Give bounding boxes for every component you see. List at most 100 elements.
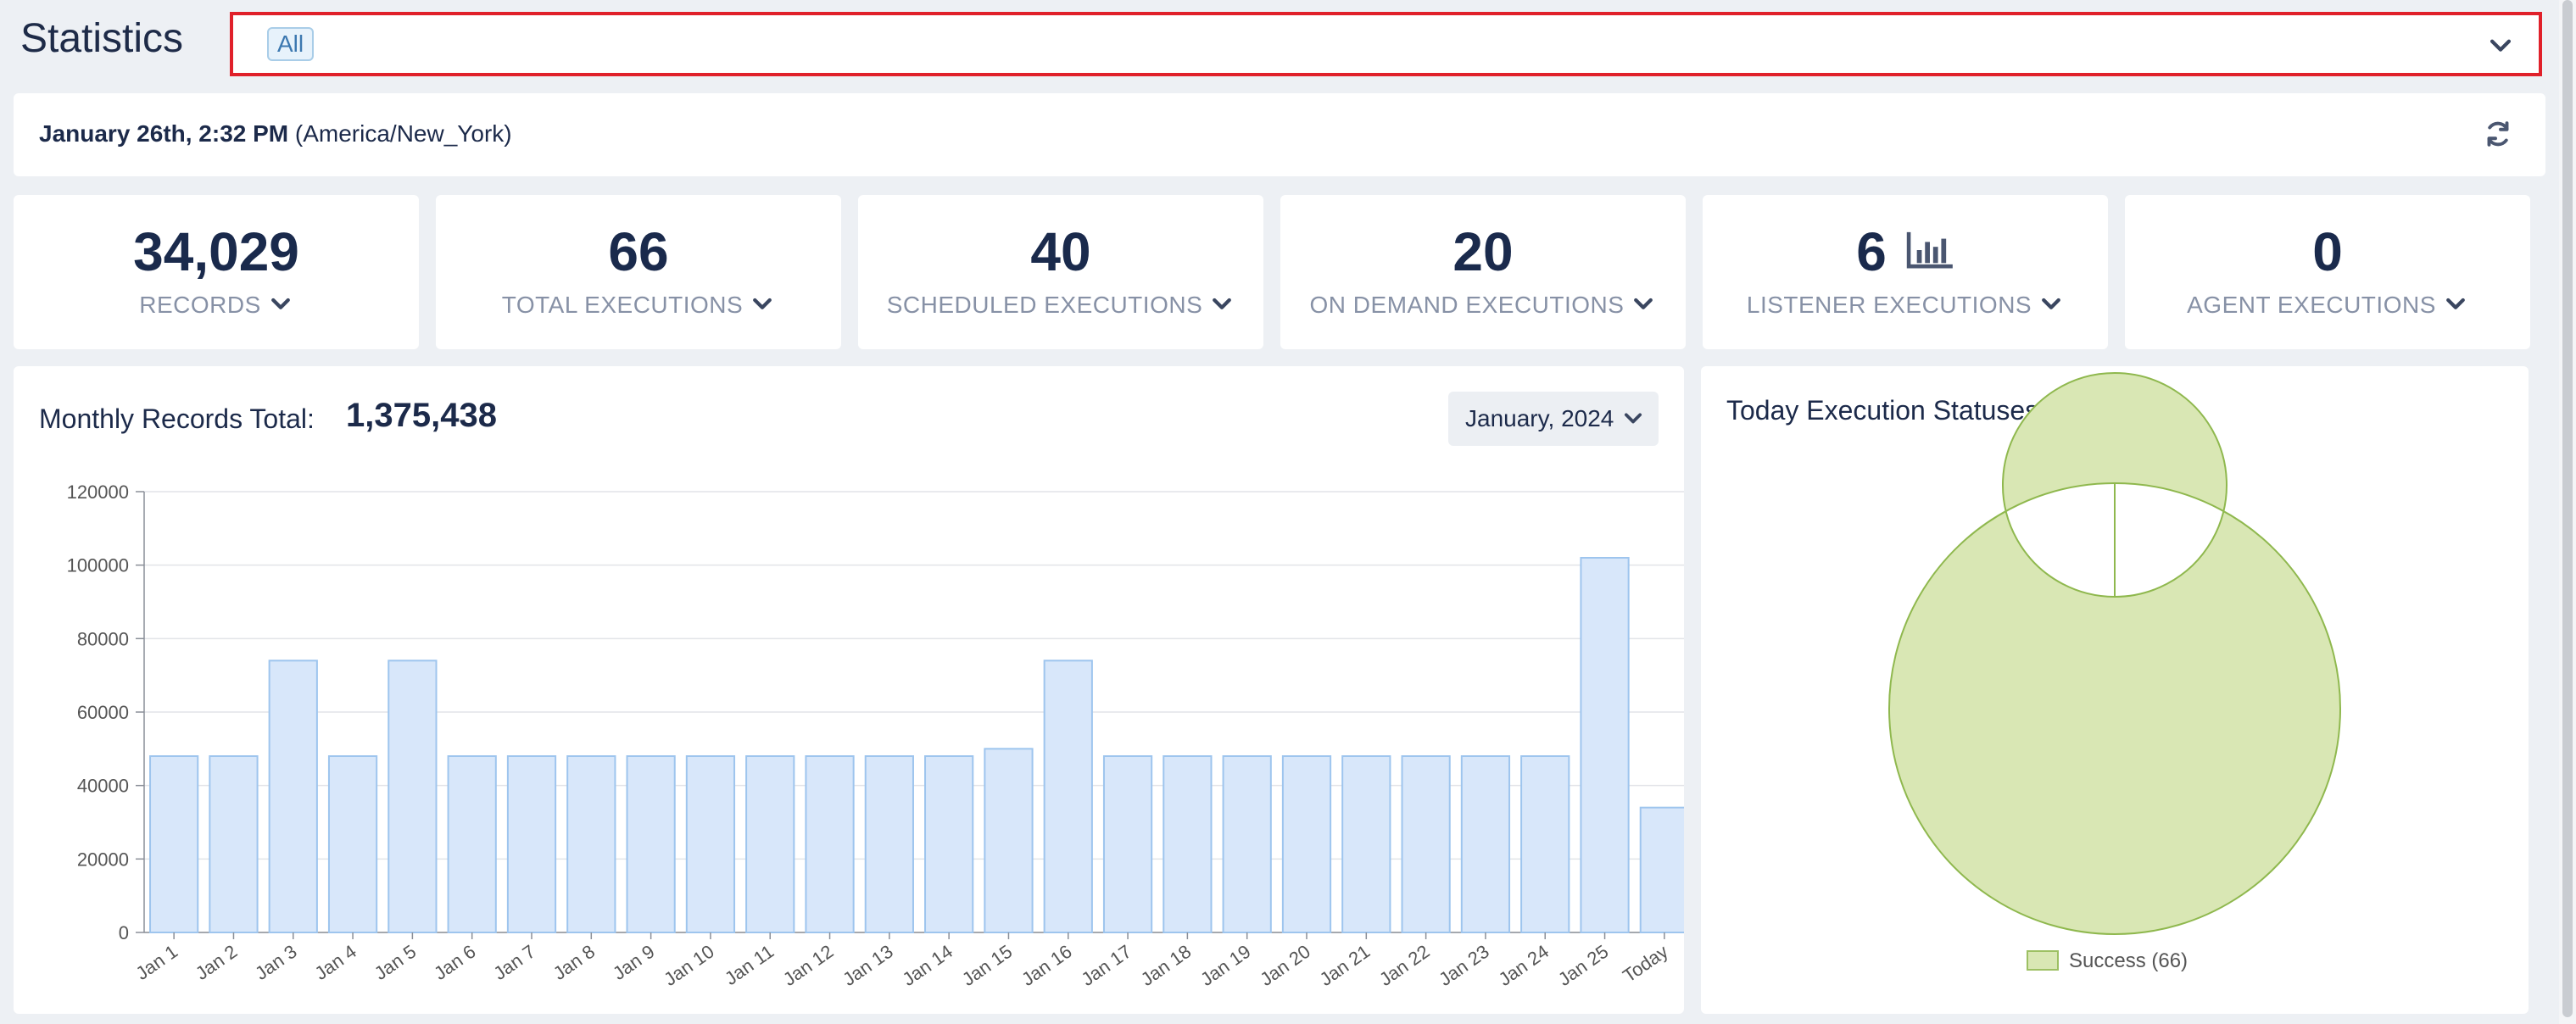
y-tick-label: 40000 <box>77 776 129 797</box>
bar <box>864 755 914 933</box>
x-tick-label: Jan 19 <box>1196 941 1254 990</box>
bar <box>1460 755 1511 933</box>
x-tick-label: Jan 3 <box>251 941 300 984</box>
bar <box>1520 755 1570 933</box>
chevron-down-icon[interactable] <box>2443 292 2468 317</box>
x-tick-label: Jan 12 <box>779 941 837 990</box>
x-tick-label: Jan 8 <box>549 941 599 984</box>
chevron-down-icon[interactable] <box>2486 31 2515 59</box>
stat-label-text: RECORDS <box>139 292 261 318</box>
bar <box>1580 557 1630 933</box>
stat-value: 0 <box>2312 221 2343 282</box>
x-tick-label: Jan 4 <box>311 941 360 984</box>
x-tick-label: Jan 20 <box>1256 941 1313 990</box>
x-tick-label: Jan 18 <box>1137 941 1195 990</box>
bar <box>1639 806 1684 934</box>
bar <box>1222 755 1272 933</box>
bar <box>626 755 676 933</box>
stat-value: 6 <box>1703 220 2108 283</box>
chevron-down-icon[interactable] <box>1621 407 1645 431</box>
vertical-scrollbar[interactable] <box>2559 0 2576 1024</box>
stat-card-listener-executions[interactable]: 6 LISTENER EXECUTIONS <box>1703 195 2108 349</box>
bar <box>209 755 259 933</box>
x-tick-label: Jan 17 <box>1077 941 1135 990</box>
bar <box>268 659 318 933</box>
stat-card-on-demand-executions[interactable]: 20 ON DEMAND EXECUTIONS <box>1280 195 1686 349</box>
y-tick-label: 20000 <box>77 849 129 870</box>
legend-label: Success (66) <box>2069 949 2188 972</box>
scrollbar-thumb[interactable] <box>2562 0 2573 1017</box>
chart-title: Monthly Records Total: <box>39 403 315 434</box>
chevron-down-icon[interactable] <box>268 292 293 317</box>
today-statuses-panel: Today Execution Statuses Success (66) <box>1701 366 2529 1014</box>
donut-legend[interactable]: Success (66) <box>2027 949 2188 973</box>
bar-chart-icon[interactable] <box>1905 231 1954 270</box>
date-time-bold: January 26th, 2:32 PM <box>39 120 289 147</box>
x-tick-label: Jan 2 <box>192 941 241 984</box>
chevron-down-icon[interactable] <box>1209 292 1235 317</box>
x-tick-label: Jan 10 <box>660 941 717 990</box>
chevron-down-icon[interactable] <box>750 292 775 317</box>
bar <box>1401 755 1451 933</box>
chevron-down-icon[interactable] <box>2038 292 2064 317</box>
stat-card-agent-executions[interactable]: 0 AGENT EXECUTIONS <box>2125 195 2530 349</box>
x-tick-label: Jan 16 <box>1018 941 1075 990</box>
month-select[interactable]: January, 2024 <box>1448 392 1659 446</box>
bar <box>924 755 974 933</box>
date-bar: January 26th, 2:32 PM (America/New_York) <box>14 93 2545 176</box>
stat-value: 34,029 <box>133 221 299 282</box>
filter-select[interactable]: All <box>230 12 2542 76</box>
stat-value: 66 <box>608 221 669 282</box>
bar <box>1102 755 1153 933</box>
stat-label-text: AGENT EXECUTIONS <box>2187 292 2436 318</box>
stat-label[interactable]: ON DEMAND EXECUTIONS <box>1280 292 1686 319</box>
filter-chip-all[interactable]: All <box>267 27 315 61</box>
donut-slice[interactable] <box>1888 372 2341 935</box>
legend-swatch <box>2027 949 2059 971</box>
bar <box>1163 755 1213 933</box>
stat-label[interactable]: LISTENER EXECUTIONS <box>1703 292 2108 319</box>
monthly-records-panel: 0 20000 40000 60000 80000 100000 120000 Jan 1 Ja… <box>14 366 1684 1014</box>
x-tick-label: Today <box>1619 941 1671 987</box>
bar <box>506 755 557 933</box>
y-tick-label: 120000 <box>67 481 129 503</box>
stat-label[interactable]: SCHEDULED EXECUTIONS <box>858 292 1263 319</box>
x-tick-label: Jan 9 <box>609 941 658 984</box>
today-statuses-donut <box>1888 372 2341 935</box>
bar <box>805 755 855 933</box>
bar <box>447 755 497 933</box>
stat-card-records[interactable]: 34,029 RECORDS <box>14 195 419 349</box>
donut-title: Today Execution Statuses <box>1726 395 2039 426</box>
x-tick-label: Jan 24 <box>1495 941 1553 990</box>
bar <box>327 755 378 933</box>
bar <box>388 659 438 933</box>
x-tick-label: Jan 13 <box>839 941 896 990</box>
stat-label[interactable]: RECORDS <box>14 292 419 319</box>
bar <box>566 755 616 933</box>
bar <box>1043 659 1093 933</box>
x-tick-label: Jan 11 <box>721 941 778 989</box>
stat-label-text: SCHEDULED EXECUTIONS <box>886 292 1203 318</box>
stat-card-total-executions[interactable]: 66 TOTAL EXECUTIONS <box>436 195 841 349</box>
stat-value-text: 6 <box>1856 221 1887 282</box>
x-tick-label: Jan 14 <box>899 941 956 990</box>
bar <box>1281 755 1332 933</box>
chevron-down-icon[interactable] <box>1631 292 1656 317</box>
y-tick-label: 60000 <box>77 702 129 723</box>
y-tick-label: 80000 <box>77 628 129 649</box>
stat-value: 40 <box>1030 221 1091 282</box>
x-tick-label: Jan 15 <box>958 941 1016 990</box>
refresh-icon[interactable] <box>2483 119 2513 149</box>
stat-card-scheduled-executions[interactable]: 40 SCHEDULED EXECUTIONS <box>858 195 1263 349</box>
header-row: Statistics All <box>0 0 2559 85</box>
stat-label[interactable]: AGENT EXECUTIONS <box>2125 292 2530 319</box>
x-tick-label: Jan 22 <box>1375 941 1433 990</box>
current-datetime: January 26th, 2:32 PM (America/New_York) <box>39 120 512 147</box>
stat-label[interactable]: TOTAL EXECUTIONS <box>436 292 841 319</box>
x-tick-label: Jan 23 <box>1435 941 1492 990</box>
x-tick-label: Jan 6 <box>430 941 479 984</box>
x-tick-label: Jan 25 <box>1554 941 1612 990</box>
x-tick-label: Jan 7 <box>489 941 538 984</box>
month-select-value: January, 2024 <box>1465 405 1614 431</box>
bar <box>984 748 1034 934</box>
